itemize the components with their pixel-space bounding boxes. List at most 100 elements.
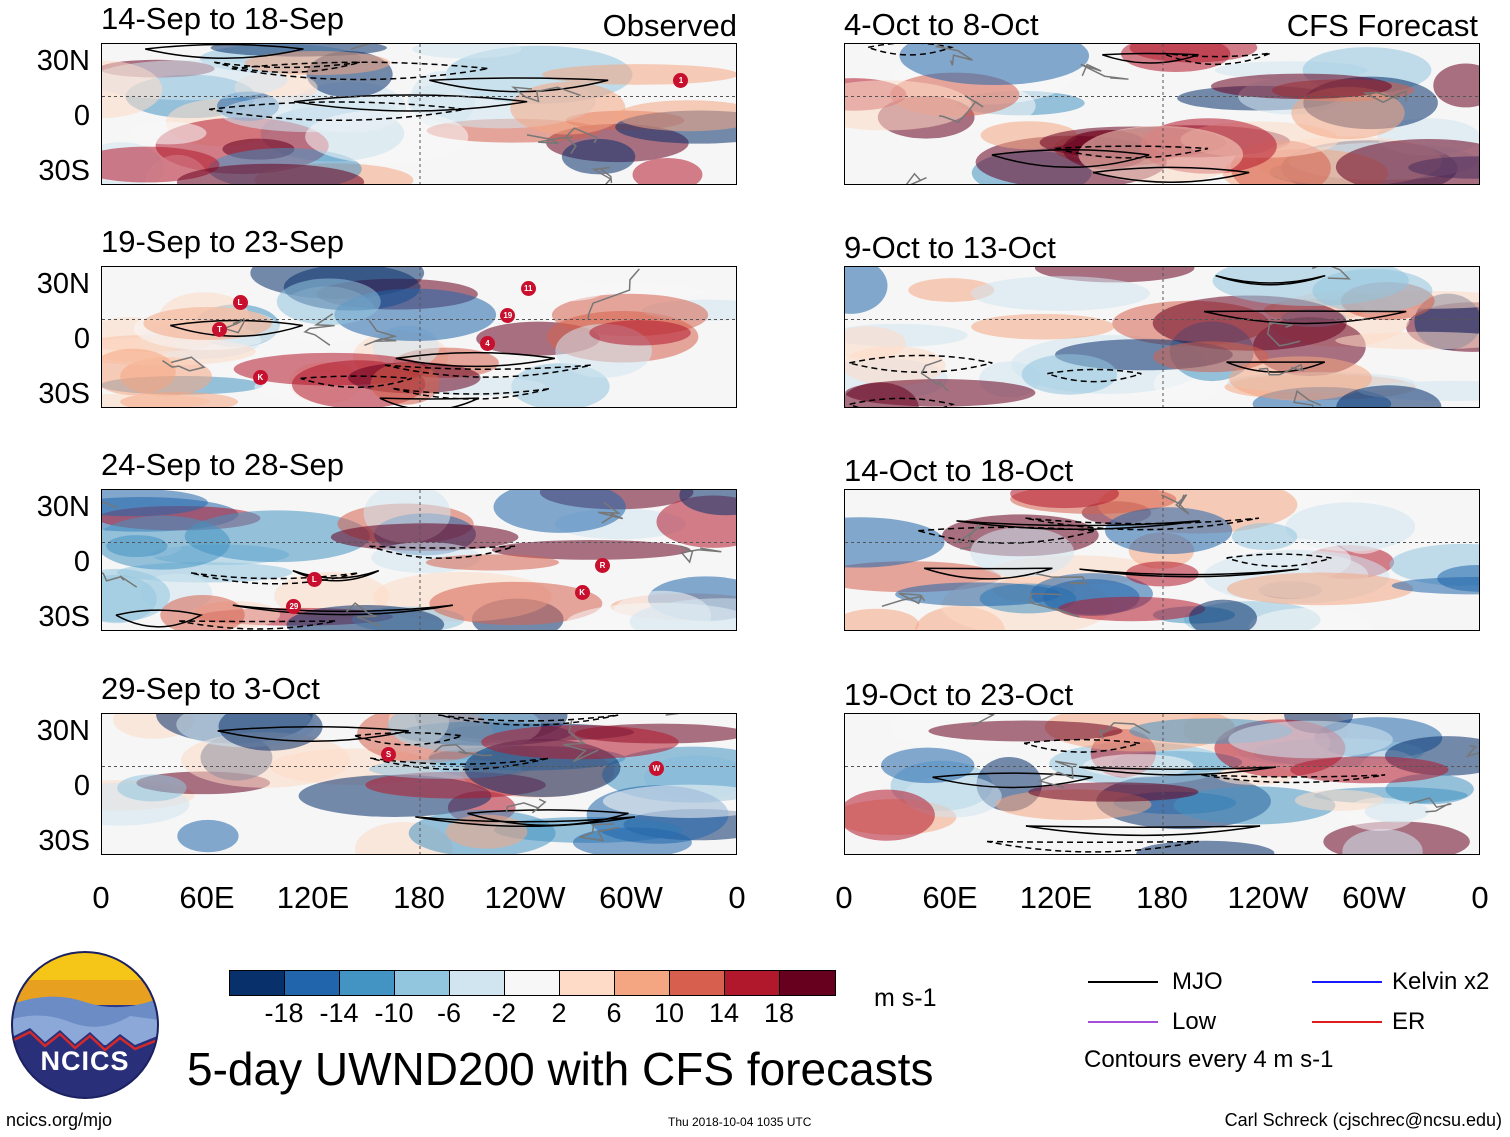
- coastline: [1037, 760, 1078, 789]
- contour-line: [144, 44, 304, 59]
- contour-line: [1079, 568, 1299, 578]
- contour-line: [1092, 166, 1250, 183]
- map-panel: [844, 43, 1480, 185]
- wind-anomaly-blob: [493, 490, 626, 533]
- contour-line: [170, 319, 303, 337]
- storm-marker: 1: [673, 72, 689, 88]
- ncics-logo: NCICS: [10, 950, 160, 1100]
- wind-anomaly-blob: [1335, 331, 1479, 350]
- storm-marker: 4: [479, 335, 495, 351]
- x-tick-label: 0: [92, 880, 110, 915]
- wind-anomaly-blob: [845, 379, 1036, 407]
- contour-line: [1201, 774, 1386, 784]
- fc-panel-title: 4-Oct to 8-Oct: [844, 7, 1039, 42]
- wind-anomaly-blob: [425, 554, 560, 571]
- contour-line: [986, 840, 1199, 853]
- coastline: [1362, 90, 1407, 104]
- colorbar-swatch: [725, 971, 780, 995]
- wind-anomaly-blob: [845, 326, 906, 360]
- storm-marker: 11: [520, 281, 536, 297]
- coastline: [1293, 389, 1322, 407]
- colorbar-label: -6: [436, 998, 462, 1028]
- contour-line: [190, 572, 359, 585]
- contour-line: [1226, 361, 1326, 373]
- x-tick-label: 180: [1136, 880, 1188, 915]
- wind-anomaly-blob: [1104, 507, 1233, 555]
- contour-line: [917, 526, 1096, 544]
- wind-anomaly-blob: [120, 391, 239, 407]
- y-tick-label: 30S: [38, 378, 90, 410]
- wind-anomaly-blob: [970, 276, 1151, 311]
- wind-anomaly-blob: [129, 121, 207, 145]
- wind-anomaly-blob: [184, 510, 370, 563]
- wind-anomaly-blob: [629, 598, 736, 630]
- storm-marker: S: [381, 747, 397, 763]
- contour-line: [231, 61, 489, 81]
- storm-marker: T: [212, 322, 228, 338]
- obs-panel-title: 24-Sep to 28-Sep: [101, 447, 345, 482]
- coastline: [597, 501, 624, 524]
- wind-anomaly-blob: [845, 267, 888, 314]
- contour-line: [415, 816, 636, 828]
- contour-line: [232, 604, 454, 616]
- colorbar-swatch: [615, 971, 670, 995]
- wind-anomaly-blob: [1391, 576, 1479, 595]
- contour-line: [991, 148, 1150, 168]
- wind-anomaly-blob: [1136, 840, 1275, 854]
- fc-panel-title: 19-Oct to 23-Oct: [844, 677, 1074, 712]
- coastline: [579, 823, 619, 842]
- x-tick-label: 120W: [1227, 880, 1309, 915]
- footer-url[interactable]: ncics.org/mjo: [6, 1110, 113, 1130]
- contour-line: [115, 609, 204, 628]
- colorbar-swatch: [670, 971, 725, 995]
- y-tick-label: 0: [73, 100, 90, 132]
- wind-anomaly-blob: [899, 44, 1090, 86]
- contour-line: [1161, 52, 1271, 66]
- colorbar-swatch: [285, 971, 340, 995]
- wind-anomaly-blob: [180, 732, 351, 788]
- contour-line: [1078, 766, 1277, 776]
- wind-anomaly-blob: [177, 819, 239, 853]
- contour-line: [300, 375, 412, 389]
- contour-line: [1102, 52, 1199, 64]
- contour-line: [214, 61, 361, 74]
- wind-anomaly-blob: [1228, 356, 1373, 401]
- wind-anomaly-blob: [1010, 490, 1119, 509]
- coastline: [345, 602, 381, 627]
- coastline: [1465, 745, 1479, 758]
- wind-anomaly-blob: [1226, 572, 1414, 606]
- contour-line: [354, 732, 463, 746]
- contour-line: [867, 44, 955, 56]
- contour-line: [923, 567, 1053, 580]
- wind-anomaly-blob: [679, 490, 736, 516]
- wind-anomaly-blob: [1173, 786, 1336, 825]
- wind-anomaly-blob: [881, 747, 975, 784]
- coastline: [102, 572, 138, 588]
- wind-anomaly-blob: [1335, 139, 1479, 184]
- coastline: [956, 523, 982, 550]
- x-tick-label: 60W: [599, 880, 663, 915]
- main-title: 5-day UWND200 with CFS forecasts: [187, 1043, 934, 1095]
- colorbar-swatch: [340, 971, 395, 995]
- wind-anomaly-blob: [1058, 596, 1206, 622]
- contour-line: [217, 725, 409, 743]
- coastline: [511, 86, 581, 103]
- map-panel: 29 K L R: [101, 489, 737, 631]
- coastline: [680, 545, 722, 564]
- wind-anomaly-blob: [527, 279, 605, 302]
- wind-anomaly-blob: [1294, 789, 1385, 811]
- wind-anomaly-blob: [117, 774, 187, 802]
- colorbar-label: 6: [606, 998, 622, 1028]
- legend-low-label: Low: [1172, 1008, 1217, 1035]
- obs-panel-title: 14-Sep to 18-Sep: [101, 1, 345, 36]
- wind-anomaly-blob: [928, 720, 1123, 742]
- wind-anomaly-blob: [276, 278, 381, 325]
- x-tick-label: 0: [1471, 880, 1489, 915]
- coastline: [1098, 722, 1151, 740]
- wind-anomaly-blob: [845, 789, 935, 841]
- wind-anomaly-blob: [143, 306, 272, 340]
- wind-anomaly-blob: [542, 64, 736, 85]
- wind-anomaly-blob: [370, 362, 440, 405]
- contour-note: Contours every 4 m s-1: [1084, 1046, 1334, 1073]
